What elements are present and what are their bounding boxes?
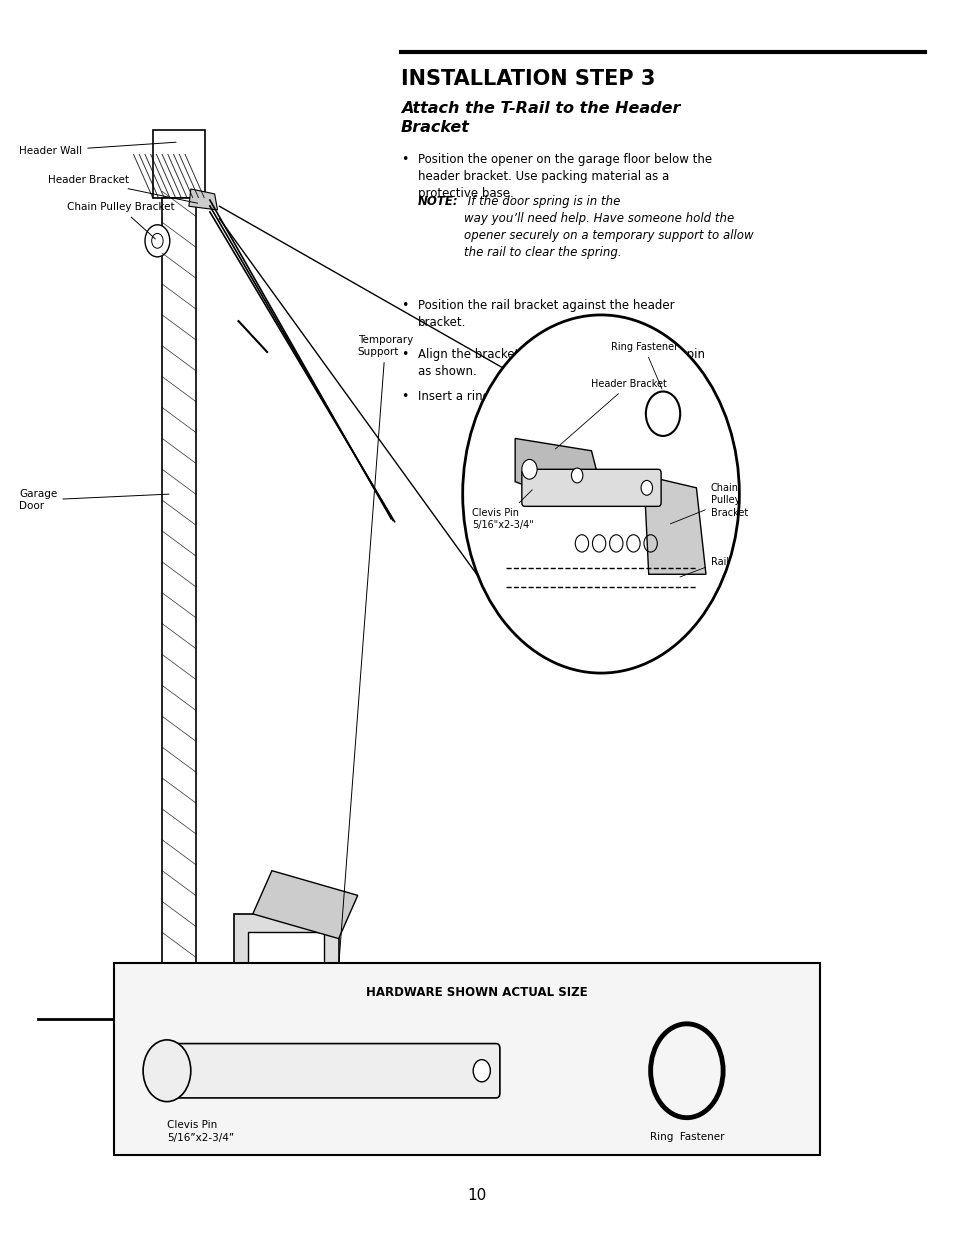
Text: Insert a ring fastener to secure.: Insert a ring fastener to secure. — [417, 390, 605, 404]
Polygon shape — [253, 871, 357, 939]
FancyBboxPatch shape — [521, 469, 660, 506]
Circle shape — [143, 1040, 191, 1102]
Text: Position the rail bracket against the header
bracket.: Position the rail bracket against the he… — [417, 299, 674, 329]
Text: Header Wall: Header Wall — [19, 142, 176, 156]
Circle shape — [640, 480, 652, 495]
FancyBboxPatch shape — [114, 963, 820, 1155]
Circle shape — [473, 1060, 490, 1082]
Polygon shape — [189, 189, 217, 210]
Text: Attach the T-Rail to the Header
Bracket: Attach the T-Rail to the Header Bracket — [400, 101, 679, 135]
Circle shape — [521, 459, 537, 479]
Polygon shape — [515, 438, 600, 500]
Text: Header Bracket: Header Bracket — [48, 175, 197, 204]
Text: •: • — [400, 390, 408, 404]
Text: If the door spring is in the
way you’ll need help. Have someone hold the
opener : If the door spring is in the way you’ll … — [463, 195, 753, 259]
Text: •: • — [400, 348, 408, 362]
Circle shape — [145, 225, 170, 257]
Circle shape — [571, 468, 582, 483]
Polygon shape — [162, 198, 195, 1019]
Text: Chain
Pulley
Bracket: Chain Pulley Bracket — [670, 483, 747, 524]
Text: Position the opener on the garage floor below the
header bracket. Use packing ma: Position the opener on the garage floor … — [417, 153, 711, 200]
Text: 10: 10 — [467, 1188, 486, 1203]
Text: •: • — [400, 153, 408, 167]
Text: INSTALLATION STEP 3: INSTALLATION STEP 3 — [400, 69, 655, 89]
Polygon shape — [233, 914, 338, 1019]
Polygon shape — [248, 932, 324, 1019]
Polygon shape — [643, 475, 705, 574]
Text: Garage
Door: Garage Door — [19, 489, 169, 511]
Text: Rail: Rail — [679, 557, 728, 577]
Text: HARDWARE SHOWN ACTUAL SIZE: HARDWARE SHOWN ACTUAL SIZE — [366, 986, 587, 999]
Text: Chain Pulley Bracket: Chain Pulley Bracket — [67, 203, 174, 238]
Circle shape — [152, 233, 163, 248]
Text: Ring  Fastener: Ring Fastener — [649, 1132, 723, 1142]
Text: Clevis Pin
5/16”x2-3/4”: Clevis Pin 5/16”x2-3/4” — [167, 1120, 233, 1144]
Circle shape — [462, 315, 739, 673]
Polygon shape — [152, 130, 205, 198]
Text: NOTE:: NOTE: — [417, 195, 458, 209]
Text: Temporary
Support: Temporary Support — [338, 335, 413, 963]
Text: Align the bracket holes and join with a clevis pin
as shown.: Align the bracket holes and join with a … — [417, 348, 704, 378]
Text: •: • — [400, 299, 408, 312]
Text: Clevis Pin
5/16"x2-3/4": Clevis Pin 5/16"x2-3/4" — [472, 490, 534, 530]
Text: Header Bracket: Header Bracket — [555, 379, 667, 450]
Text: Ring Fastener: Ring Fastener — [610, 342, 677, 389]
FancyBboxPatch shape — [163, 1044, 499, 1098]
